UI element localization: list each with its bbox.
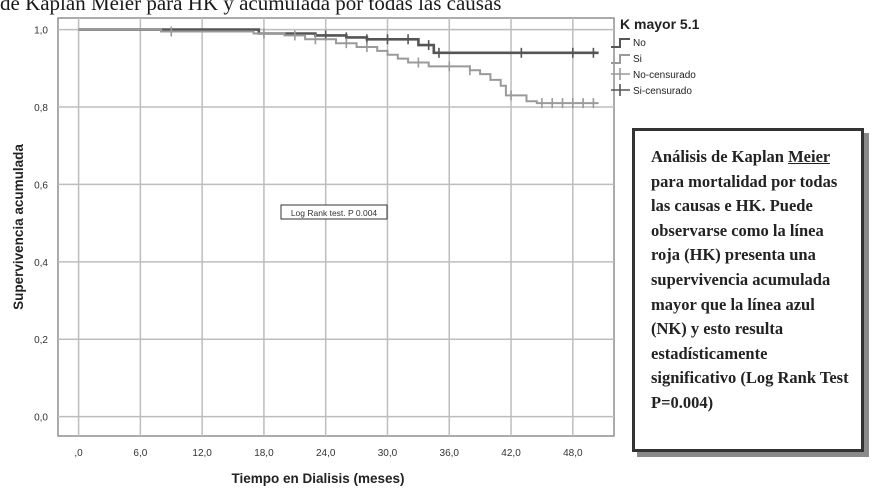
note-box: Análisis de Kaplan Meier para mortalidad… (632, 128, 864, 452)
legend: K mayor 5.1 No Si No-censurado Si-censurado (611, 16, 700, 97)
legend-swatch-no (611, 38, 630, 48)
x-tick-label: 30,0 (378, 448, 398, 459)
legend-title: K mayor 5.1 (620, 16, 700, 32)
survival-line-si (78, 28, 599, 105)
y-tick-label: 1,0 (34, 26, 48, 37)
x-tick-label: ,0 (74, 448, 83, 459)
top-caption: de Kaplan Meier para HK y acumulada por … (0, 0, 502, 15)
note-text-underlined: Meier (788, 147, 830, 166)
x-tick-label: 24,0 (316, 448, 336, 459)
x-axis-label: Tiempo en Dialisis (meses) (231, 471, 404, 486)
note-text: Análisis de Kaplan Meier para mortalidad… (651, 145, 853, 416)
note-text-end: para mortalidad por todas las causas e H… (651, 171, 849, 412)
y-tick-label: 0,8 (34, 103, 48, 114)
legend-label: Si (633, 54, 642, 65)
legend-label: No-censurado (633, 70, 696, 81)
plot-area (57, 17, 615, 437)
x-tick-label: 12,0 (192, 448, 212, 459)
legend-label: Si-censurado (633, 86, 692, 97)
legend-label: No (633, 38, 646, 49)
series-layer (78, 26, 599, 109)
y-axis-label: Supervivencia acumulada (11, 144, 26, 310)
y-tick-labels: 0,0 0,2 0,4 0,6 0,8 1,0 (34, 26, 48, 424)
note-text-start: Análisis de Kaplan (651, 147, 789, 166)
x-tick-label: 36,0 (440, 448, 460, 459)
legend-swatch-si (611, 54, 630, 64)
annotation-text: Log Rank test. P 0.004 (291, 208, 378, 218)
x-tick-label: 6,0 (133, 448, 147, 459)
y-tick-label: 0,0 (34, 413, 48, 424)
annotation-box (280, 204, 388, 220)
y-tick-label: 0,2 (34, 335, 48, 346)
log-rank-annotation: Log Rank test. P 0.004 (280, 204, 388, 220)
x-tick-labels: ,0 6,0 12,0 18,0 24,0 30,0 36,0 42,0 48,0 (74, 448, 583, 459)
series-si (78, 26, 599, 109)
y-tick-label: 0,6 (34, 180, 48, 191)
y-tick-label: 0,4 (34, 258, 48, 269)
x-tick-label: 42,0 (501, 448, 521, 459)
x-tick-label: 18,0 (254, 448, 274, 459)
x-tick-label: 48,0 (563, 448, 583, 459)
